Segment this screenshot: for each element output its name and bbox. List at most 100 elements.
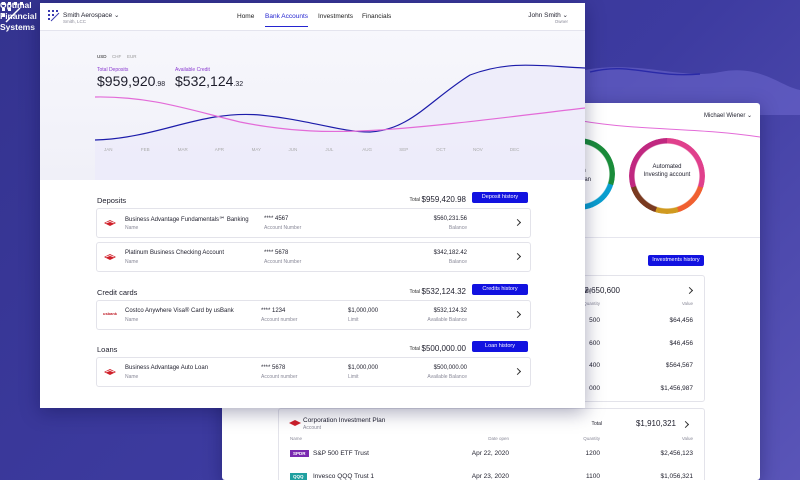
user-role: Owner (554, 19, 568, 24)
section-total-label: Total (409, 346, 420, 352)
section-total-label: Total (409, 289, 420, 295)
brand-icon (2, 2, 23, 23)
plan-sub: Account (303, 425, 322, 431)
bank-icon (104, 220, 116, 226)
ticker-badge: QQQ (290, 473, 307, 480)
nav-item[interactable]: Home (237, 13, 255, 20)
amount: $532,124.32 (433, 308, 467, 314)
bank-logo: usbank (103, 311, 118, 316)
account-name: Business Advantage Auto Loan (125, 365, 209, 371)
total: $2,650,600 (579, 286, 620, 295)
brand-line: Optimal (0, 0, 32, 10)
column-header: Quantity (583, 301, 600, 306)
section-title: Credit cards (97, 288, 138, 297)
nav-item[interactable]: Bank Accounts (265, 13, 308, 27)
account-card: Business Advantage Auto Loan Name **** 567… (96, 357, 531, 387)
column-header: Date open (488, 436, 509, 441)
cell: $1,456,987 (660, 384, 693, 392)
account-number-label: Account number (261, 317, 298, 323)
column-header: Quantity (583, 436, 600, 441)
column-header: Name (290, 436, 303, 441)
history-button[interactable]: Credits history (472, 284, 528, 295)
limit: $1,000,000 (348, 365, 379, 371)
chevron[interactable] (685, 286, 694, 295)
account-name: Business Advantage Fundamentals℠ Banking (125, 217, 249, 223)
chevron[interactable] (513, 252, 522, 261)
nav-item[interactable]: Financials (362, 13, 392, 20)
amount-label: Available Balance (427, 317, 467, 323)
total: $1,910,321 (635, 419, 676, 428)
stat-label: Available Credit (175, 67, 210, 73)
account-card: usbank Costco Anywhere Visa® Card by usBa… (96, 300, 531, 330)
limit: $1,000,000 (348, 308, 379, 314)
month-label: AUG (362, 147, 373, 152)
account-number: **** 1234 (261, 308, 286, 314)
cell: 600 (589, 339, 600, 347)
account-name: Platinum Business Checking Account (125, 250, 225, 256)
date-open: Apr 23, 2020 (471, 473, 509, 480)
donut-label: Automated Investing account (643, 164, 691, 178)
month-label: JAN (104, 147, 113, 152)
account-name-label: Name (125, 374, 139, 380)
divider (40, 30, 585, 31)
column-header: Value (681, 436, 693, 441)
stat-main: $532,124 (175, 73, 234, 89)
account-number: **** 4567 (264, 216, 289, 222)
brand-logo (0, 0, 26, 31)
amount: $342,182.42 (433, 250, 467, 256)
back-curve (581, 120, 760, 138)
donut (629, 138, 705, 214)
stat-cents: .98 (155, 81, 166, 88)
month-label: FEB (140, 147, 150, 152)
chevron[interactable] (513, 367, 522, 376)
investment-card: Corporation Investment Plan Account Total $… (278, 408, 705, 480)
currency-tab[interactable]: USD (97, 54, 107, 59)
front-window: Smith Aerospace ⌄ Smith, LCC John Smith … (40, 3, 585, 408)
section-total: $532,124.32 (421, 287, 467, 296)
stat-value: $959,920.98 (97, 73, 165, 89)
quantity: 1200 (585, 450, 600, 457)
company-name[interactable]: Smith Aerospace ⌄ (63, 12, 120, 19)
section-total: $500,000.00 (421, 344, 467, 353)
nav-item[interactable]: Investments (318, 13, 354, 20)
user-menu[interactable]: Michael Wiener ⌄ (704, 113, 753, 119)
investments-history-button[interactable]: Investments history (648, 255, 704, 266)
account-number: **** 5678 (264, 250, 289, 256)
chevron[interactable] (513, 218, 522, 227)
month-label: NOV (473, 147, 483, 152)
month-label: MAY (251, 147, 262, 152)
value: $2,456,123 (660, 450, 693, 457)
history-button[interactable]: Loan history (472, 341, 528, 352)
value: $1,056,321 (660, 473, 693, 480)
brand-line: Systems (0, 22, 35, 32)
section-title: Deposits (97, 196, 127, 205)
ticker-badge: SPDR (290, 450, 309, 457)
month-label: OCT (436, 147, 446, 152)
month-label: JUL (325, 147, 334, 152)
limit-label: Limit (348, 374, 359, 380)
company-icon (48, 10, 60, 22)
bank-icon (289, 420, 301, 426)
chevron[interactable] (681, 420, 690, 429)
account-number-label: Account number (261, 374, 298, 380)
chart-lines (94, 64, 585, 180)
cell: $64,456 (669, 317, 694, 324)
user-menu[interactable]: John Smith ⌄ (528, 12, 568, 19)
account-number-label: Account Number (264, 259, 302, 265)
total-label: Total (580, 288, 591, 294)
currency-tab[interactable]: EUR (127, 54, 137, 59)
history-button[interactable]: Deposit history (472, 192, 528, 203)
amount-label: Balance (448, 225, 467, 231)
cell: 400 (589, 362, 600, 369)
currency-tab[interactable]: CHF (112, 54, 122, 59)
account-number: **** 5678 (261, 365, 286, 371)
brand-line: Financial (0, 11, 37, 21)
chevron[interactable] (513, 310, 522, 319)
fund-name: Invesco QQQ Trust 1 (313, 473, 375, 480)
account-name-label: Name (125, 225, 139, 231)
month-label: APR (214, 147, 224, 152)
column-header: Value (681, 301, 693, 306)
account-number-label: Account Number (264, 225, 302, 231)
bank-icon (104, 369, 116, 375)
